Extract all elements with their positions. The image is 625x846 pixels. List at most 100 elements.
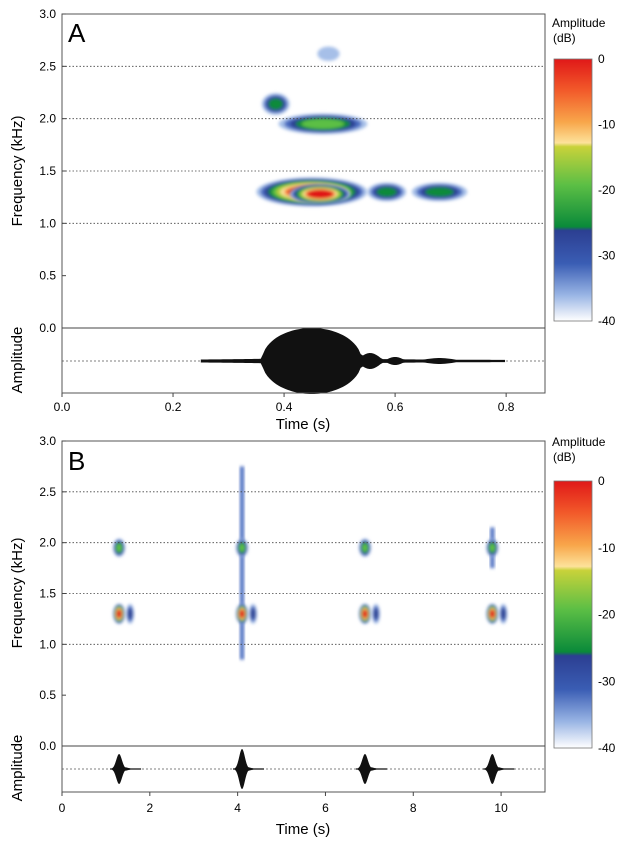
panel-b-y-tick-label: 1.5	[39, 587, 56, 601]
panel-a-blob-level	[376, 187, 397, 197]
panel-a-blob	[411, 182, 468, 202]
panel-b-call-blob-level	[239, 543, 245, 553]
panel-a-colorbar-title-1: Amplitude	[552, 16, 606, 30]
panel-b-streak	[240, 466, 245, 660]
panel-b-colorbar-tick-label: -10	[598, 541, 616, 555]
panel-b-y-tick-label: 2.5	[39, 485, 56, 499]
panel-b-call-blob	[358, 603, 371, 624]
panel-a-y-tick-label: 0.5	[39, 269, 56, 283]
panel-b-waveform-pulse	[483, 754, 515, 784]
panel-b-streak-band	[240, 466, 245, 660]
panel-a-blob-level	[301, 118, 345, 129]
panel-a-ylabel-frequency: Frequency (kHz)	[9, 116, 26, 227]
panel-b-colorbar-tick-label: -40	[598, 741, 616, 755]
panel-a-x-tick-label: 0.2	[165, 400, 182, 414]
panel-b-call-blob	[358, 538, 371, 557]
panel-b-y-tick-label: 0.0	[39, 739, 56, 753]
panel-b-spectrogram	[113, 466, 508, 660]
panel-a-blob-level	[268, 98, 283, 110]
panel-b-letter: B	[68, 446, 85, 476]
panel-a-x-tick-label: 0.6	[387, 400, 404, 414]
panel-b-x-ticks: 0 2 4 6 8 10	[59, 792, 508, 815]
panel-a-x-tick-label: 0.8	[498, 400, 515, 414]
panel-b-frame	[61, 440, 546, 793]
panel-b-colorbar-gradient	[553, 480, 593, 749]
panel-b-waveform	[62, 749, 545, 789]
panel-b-call-echo	[371, 603, 380, 624]
panel-b-call-blob	[486, 538, 499, 557]
panel-b-x-tick-label: 8	[410, 801, 417, 815]
panel-b-colorbar-tick-label: 0	[598, 474, 605, 488]
panel-b-x-tick-label: 0	[59, 801, 66, 815]
panel-a-y-tick-label: 2.0	[39, 112, 56, 126]
panel-b-call-echo-level	[501, 608, 506, 620]
panel-a-letter: A	[68, 18, 86, 48]
panel-a-gridlines	[62, 65, 545, 224]
panel-a-blob	[317, 46, 340, 61]
panel-a-waveform	[62, 328, 545, 394]
panel-a: 0.00.51.01.52.02.53.0 0.0 0.2 0.4 0.6 0.8 A …	[9, 7, 616, 433]
panel-b-waveform-pulse	[233, 749, 265, 789]
panel-b-call-echo-level	[250, 608, 256, 620]
panel-a-colorbar: Amplitude (dB) 0 -10 -20 -30 -40	[552, 16, 616, 328]
panel-a-blob	[261, 93, 290, 115]
panel-b-x-tick-label: 2	[146, 801, 153, 815]
panel-b: 0.0 0.5 1.0 1.5 2.0 2.5 3.0 0 2 4 6 8 10 B Frequenc…	[9, 434, 616, 838]
panel-a-frame	[61, 13, 546, 394]
panel-a-blob-level	[317, 46, 340, 61]
panel-b-y-tick-label: 3.0	[39, 434, 56, 448]
panel-a-colorbar-tick-label: -10	[598, 118, 616, 132]
panel-b-call-blob-level	[116, 609, 122, 619]
panel-a-blob	[278, 113, 368, 135]
panel-b-call-blob-level	[239, 609, 245, 619]
panel-a-colorbar-ticks: 0 -10 -20 -30 -40	[598, 52, 616, 328]
panel-b-call-blob	[486, 603, 499, 624]
panel-b-y-tick-label: 2.0	[39, 536, 56, 550]
panel-b-colorbar-tick-label: -20	[598, 608, 616, 622]
panel-b-y-tick-label: 1.0	[39, 637, 56, 651]
panel-b-call-blob-level	[489, 543, 496, 553]
panel-a-xlabel: Time (s)	[276, 416, 330, 433]
panel-b-colorbar-title-2: (dB)	[553, 450, 576, 464]
panel-a-colorbar-title-2: (dB)	[553, 31, 576, 45]
panel-b-call-blob-level	[362, 543, 368, 553]
panel-a-blob	[289, 183, 351, 205]
panel-a-y-tick-label: 1.0	[39, 216, 56, 230]
panel-b-call-blob	[113, 603, 126, 624]
panel-b-colorbar-ticks: 0 -10 -20 -30 -40	[598, 474, 616, 755]
panel-a-y-tick-label: 3.0	[39, 7, 56, 21]
panel-b-call-blob-level	[116, 543, 122, 553]
panel-b-x-tick-label: 6	[322, 801, 329, 815]
panel-a-colorbar-tick-label: -20	[598, 183, 616, 197]
panel-b-ylabel-amplitude: Amplitude	[9, 735, 26, 802]
panel-a-y-tick-label: 1.5	[39, 164, 56, 178]
panel-b-colorbar: Amplitude (dB) 0 -10 -20 -30 -40	[552, 435, 616, 755]
panel-a-y-tick-label: 0.0	[39, 321, 56, 335]
panel-a-colorbar-tick-label: -40	[598, 314, 616, 328]
panel-b-call-echo	[499, 603, 508, 624]
panel-b-call-echo-level	[127, 608, 133, 620]
panel-a-x-tick-label: 0.4	[276, 400, 293, 414]
panel-a-x-tick-label: 0.0	[54, 400, 71, 414]
panel-a-colorbar-gradient	[553, 58, 593, 322]
panel-b-colorbar-title-1: Amplitude	[552, 435, 606, 449]
panel-b-waveform-pulse	[110, 754, 142, 784]
panel-b-x-tick-label: 10	[494, 801, 508, 815]
panel-b-gridlines	[62, 491, 545, 645]
panel-a-waveform-envelope	[200, 328, 506, 394]
panel-a-ylabel-amplitude: Amplitude	[9, 327, 26, 394]
panel-b-call-blob-level	[362, 609, 368, 619]
panel-b-x-tick-label: 4	[234, 801, 241, 815]
panel-a-colorbar-tick-label: 0	[598, 52, 605, 66]
panel-a-blob-level	[307, 189, 334, 199]
panel-a-blob	[367, 182, 407, 202]
panel-b-waveform-pulse	[355, 754, 387, 784]
panel-b-colorbar-tick-label: -30	[598, 674, 616, 688]
panel-a-y-ticks: 0.0 0.5 1.0 1.5 2.0 2.5 3.0	[39, 7, 66, 335]
panel-b-ylabel-frequency: Frequency (kHz)	[9, 538, 26, 649]
panel-b-call-echo	[249, 603, 258, 624]
panel-b-y-ticks: 0.0 0.5 1.0 1.5 2.0 2.5 3.0	[39, 434, 66, 753]
panel-b-call-echo	[126, 603, 135, 624]
panel-a-y-tick-label: 2.5	[39, 59, 56, 73]
